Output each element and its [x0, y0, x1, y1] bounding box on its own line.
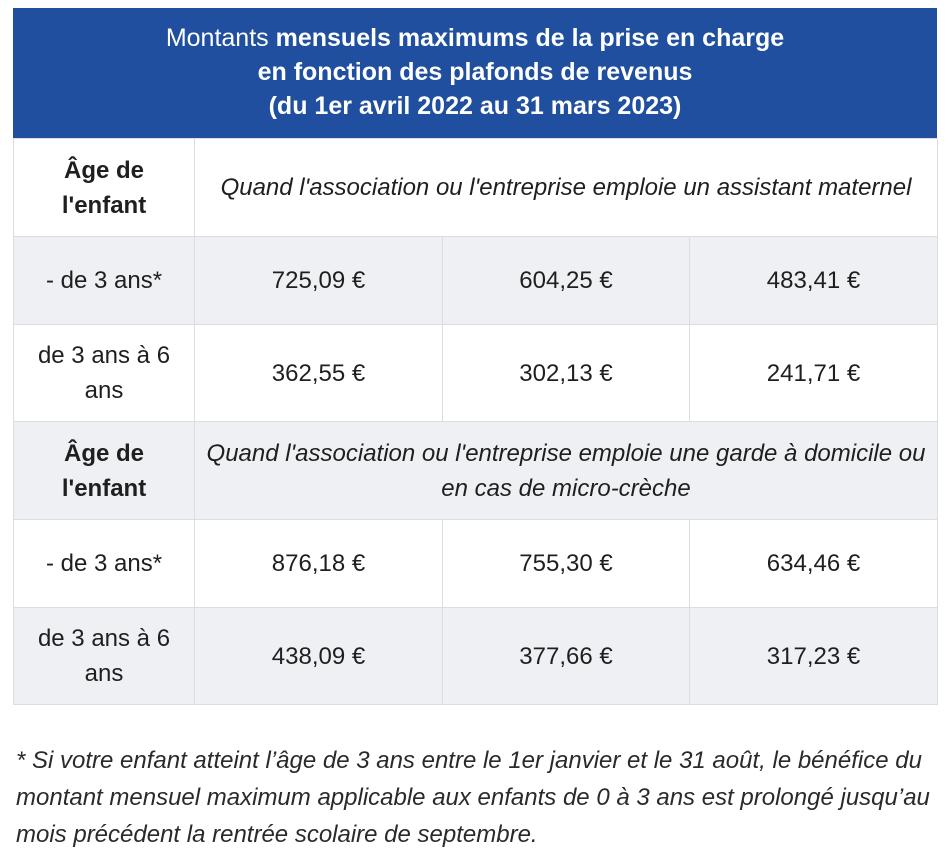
section-description-cell: Quand l'association ou l'entreprise empl…: [193, 138, 939, 237]
amount-cell: 362,55 €: [194, 324, 443, 422]
amounts-table-container: Montants mensuels maximums de la prise e…: [13, 8, 939, 705]
amount-cell: 241,71 €: [688, 324, 939, 422]
amount-cell: 876,18 €: [194, 519, 443, 608]
amount-cell: 634,46 €: [688, 519, 939, 608]
footnote: * Si votre enfant atteint l’âge de 3 ans…: [16, 747, 930, 848]
amount-cell: 438,09 €: [194, 607, 443, 705]
age-cell: de 3 ans à 6 ans: [13, 607, 195, 705]
amount-cell: 317,23 €: [688, 607, 939, 705]
title-bold: mensuels maximums de la prise en charge: [275, 24, 785, 52]
table-row: de 3 ans à 6 ans 362,55 € 302,13 € 241,7…: [13, 324, 939, 422]
title-prefix: Montants: [165, 24, 276, 52]
amount-cell: 725,09 €: [194, 236, 443, 325]
amount-cell: 302,13 €: [442, 324, 690, 422]
age-cell: - de 3 ans*: [13, 236, 195, 325]
amount-cell: 755,30 €: [442, 519, 690, 608]
title-line-2: en fonction des plafonds de revenus: [257, 58, 693, 86]
table-row: - de 3 ans* 725,09 € 604,25 € 483,41 €: [13, 236, 939, 325]
table-row: de 3 ans à 6 ans 438,09 € 377,66 € 317,2…: [13, 607, 939, 705]
section-description-cell: Quand l'association ou l'entreprise empl…: [193, 421, 939, 520]
amounts-table: Âge de l'enfant Quand l'association ou l…: [13, 138, 939, 705]
age-cell: de 3 ans à 6 ans: [13, 324, 195, 422]
title-line-1: Montants mensuels maximums de la prise e…: [13, 21, 937, 55]
amount-cell: 483,41 €: [688, 236, 939, 325]
table-title-banner: Montants mensuels maximums de la prise e…: [13, 8, 937, 138]
title-line-3: (du 1er avril 2022 au 31 mars 2023): [268, 92, 682, 120]
table-row: - de 3 ans* 876,18 € 755,30 € 634,46 €: [13, 519, 939, 608]
amount-cell: 604,25 €: [442, 236, 690, 325]
age-cell: - de 3 ans*: [13, 519, 195, 608]
age-header-cell: Âge de l'enfant: [13, 421, 195, 520]
section-header-row: Âge de l'enfant Quand l'association ou l…: [13, 138, 939, 237]
amount-cell: 377,66 €: [442, 607, 690, 705]
age-header-cell: Âge de l'enfant: [13, 138, 195, 237]
section-header-row: Âge de l'enfant Quand l'association ou l…: [13, 421, 939, 520]
